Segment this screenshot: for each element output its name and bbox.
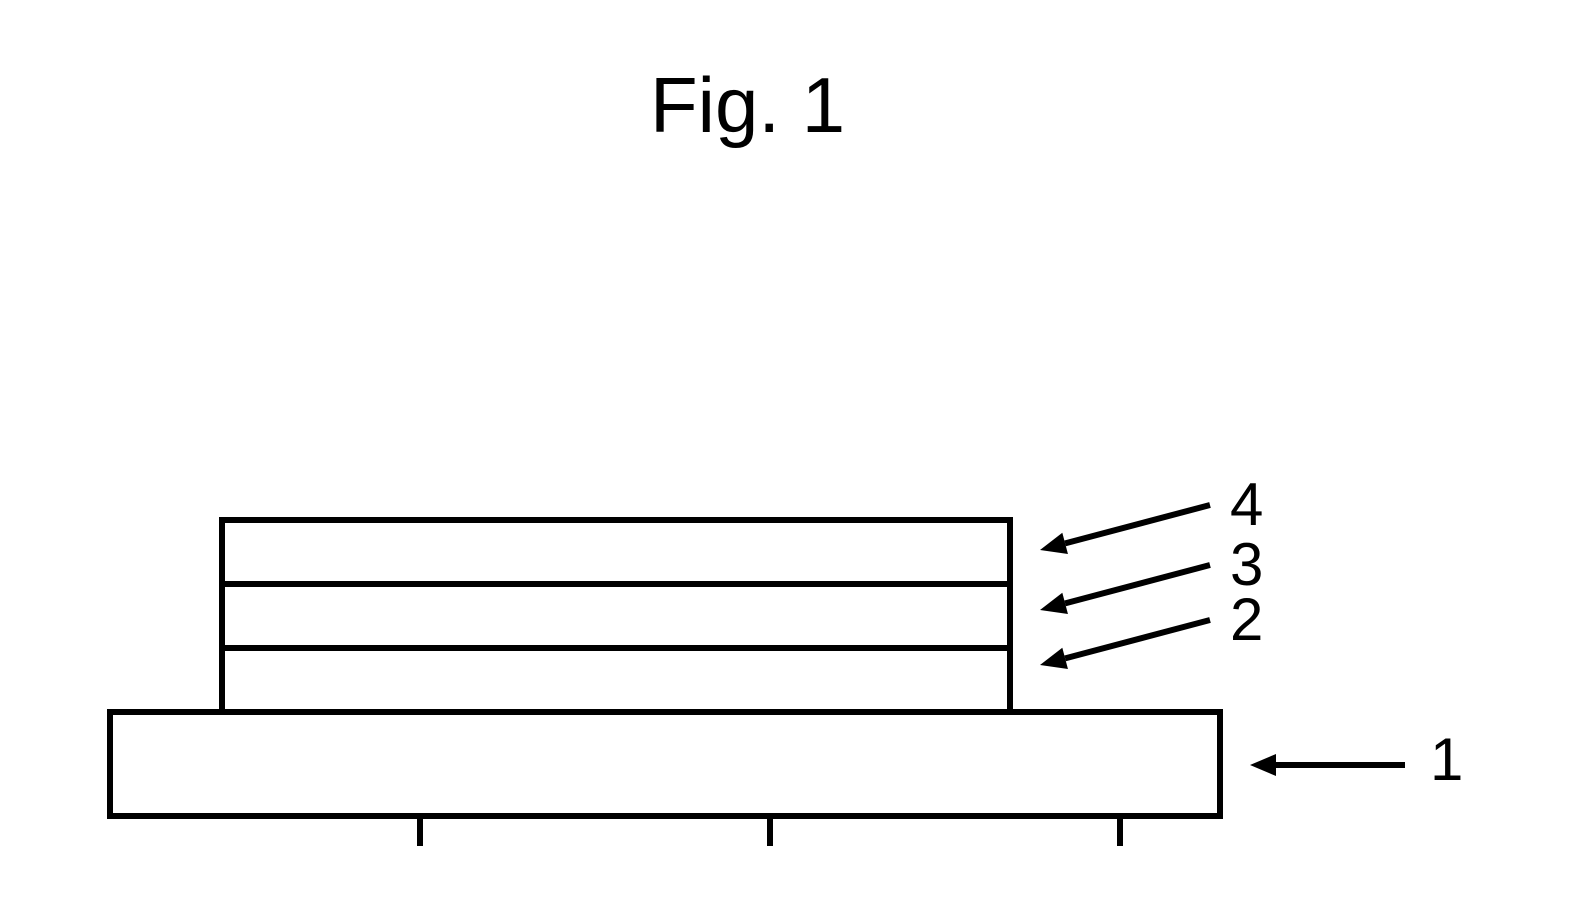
callout-arrow-2-head — [1040, 648, 1068, 669]
callout-arrow-4-head — [1040, 533, 1068, 554]
callout-arrow-3-shaft — [1065, 565, 1210, 603]
figure-title: Fig. 1 — [650, 60, 845, 151]
callout-label-2: 2 — [1230, 585, 1263, 654]
callout-arrow-1-head — [1250, 754, 1276, 776]
callout-label-4: 4 — [1230, 470, 1263, 539]
callout-label-1: 1 — [1430, 725, 1463, 794]
callout-arrow-3-head — [1040, 593, 1068, 614]
layer-stack — [222, 520, 1010, 712]
callout-arrow-2-shaft — [1065, 620, 1210, 658]
substrate-layer — [110, 712, 1220, 816]
callout-arrow-4-shaft — [1065, 505, 1210, 543]
